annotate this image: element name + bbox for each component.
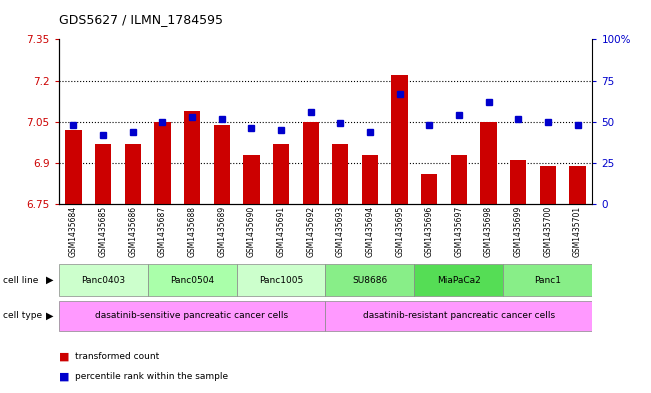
Bar (59, 301, 326, 331)
Bar (236, 264, 326, 296)
Bar (214, 125, 230, 204)
Text: Panc1005: Panc1005 (259, 275, 303, 285)
Bar (124, 144, 141, 204)
Bar (540, 166, 556, 204)
Bar (480, 122, 497, 204)
Text: SU8686: SU8686 (352, 275, 387, 285)
Text: cell line: cell line (3, 275, 38, 285)
Bar (243, 155, 260, 204)
Text: percentile rank within the sample: percentile rank within the sample (75, 372, 228, 381)
Bar (332, 144, 348, 204)
Bar (326, 264, 415, 296)
Bar (148, 264, 236, 296)
Bar (503, 264, 592, 296)
Bar (570, 166, 586, 204)
Bar (421, 174, 437, 204)
Bar (273, 144, 289, 204)
Bar (59, 264, 148, 296)
Bar (450, 155, 467, 204)
Text: transformed count: transformed count (75, 353, 159, 361)
Text: Panc1: Panc1 (534, 275, 561, 285)
Bar (326, 301, 592, 331)
Bar (184, 111, 201, 204)
Bar (362, 155, 378, 204)
Bar (65, 130, 81, 204)
Text: GDS5627 / ILMN_1784595: GDS5627 / ILMN_1784595 (59, 13, 223, 26)
Bar (95, 144, 111, 204)
Bar (415, 264, 503, 296)
Bar (391, 75, 408, 204)
Bar (510, 160, 527, 204)
Text: cell type: cell type (3, 312, 42, 320)
Text: dasatinib-sensitive pancreatic cancer cells: dasatinib-sensitive pancreatic cancer ce… (96, 312, 288, 320)
Text: MiaPaCa2: MiaPaCa2 (437, 275, 481, 285)
Text: Panc0504: Panc0504 (170, 275, 214, 285)
Text: dasatinib-resistant pancreatic cancer cells: dasatinib-resistant pancreatic cancer ce… (363, 312, 555, 320)
Text: ■: ■ (59, 352, 69, 362)
Text: ▶: ▶ (46, 311, 53, 321)
Text: ▶: ▶ (46, 275, 53, 285)
Text: Panc0403: Panc0403 (81, 275, 125, 285)
Bar (303, 122, 319, 204)
Bar (154, 122, 171, 204)
Text: ■: ■ (59, 371, 69, 382)
